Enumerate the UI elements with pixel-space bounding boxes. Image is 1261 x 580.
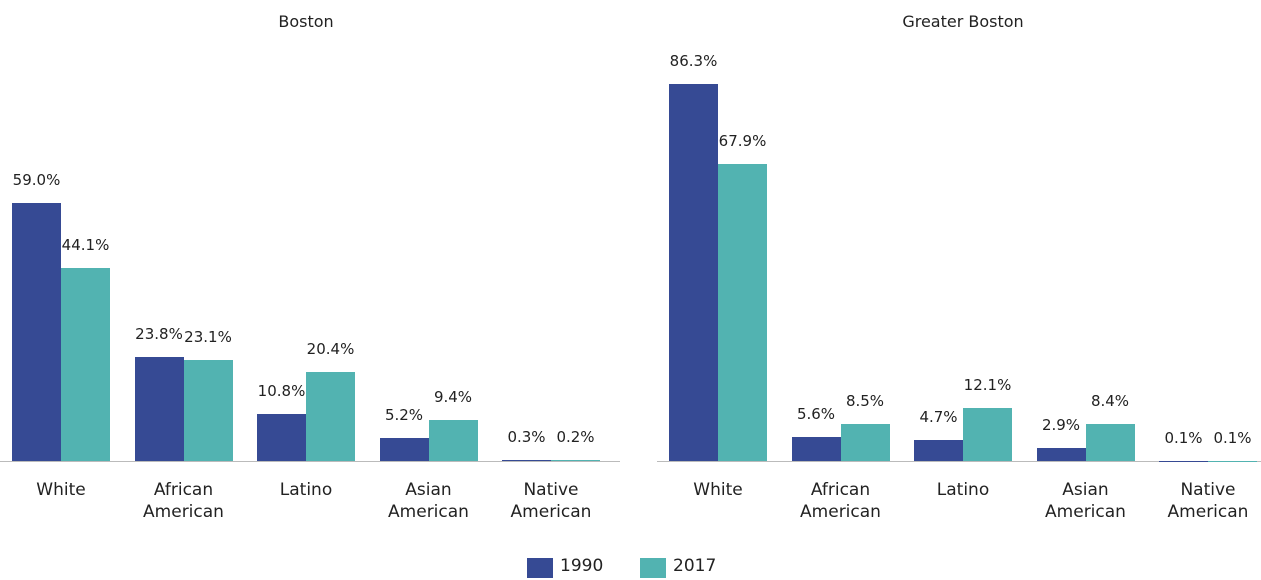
bar: [1036, 448, 1086, 461]
bar: [257, 413, 306, 461]
data-label: 20.4%: [306, 339, 355, 358]
data-label: 8.5%: [845, 391, 885, 410]
bar: [12, 203, 61, 461]
data-label: 5.6%: [796, 404, 836, 423]
bar: [183, 360, 233, 461]
bar: [963, 408, 1012, 461]
bar: [914, 440, 963, 461]
data-label: 8.4%: [1090, 392, 1130, 411]
chart-title: Greater Boston: [902, 12, 1024, 31]
baseline: [0, 461, 620, 462]
data-label: 23.1%: [184, 328, 232, 347]
data-label: 0.1%: [1213, 428, 1252, 447]
data-label: 0.3%: [507, 427, 546, 446]
x-tick-label: Latino: [936, 480, 990, 500]
legend-swatch: [527, 558, 553, 578]
bar: [61, 268, 110, 461]
x-tick-label: African American: [143, 480, 224, 522]
bar: [134, 356, 184, 461]
bar: [502, 459, 551, 461]
chart-title: Boston: [278, 12, 334, 31]
bar: [791, 436, 841, 461]
data-label: 23.8%: [135, 324, 183, 343]
data-label: 12.1%: [963, 376, 1012, 395]
bar: [306, 371, 355, 461]
bar: [840, 423, 890, 461]
bar: [379, 438, 429, 461]
x-tick-label: White: [693, 480, 743, 500]
x-tick-label: African American: [800, 480, 881, 522]
x-tick-label: Asian American: [1045, 480, 1126, 522]
bar: [551, 460, 600, 461]
bar: [669, 83, 718, 461]
data-label: 9.4%: [433, 387, 473, 406]
legend-label: 2017: [673, 556, 717, 576]
data-label: 44.1%: [61, 236, 110, 255]
bar: [428, 419, 478, 461]
x-tick-label: Latino: [279, 480, 333, 500]
data-label: 4.7%: [919, 408, 958, 427]
x-tick-label: Asian American: [388, 480, 469, 522]
legend-swatch: [640, 558, 666, 578]
data-label: 10.8%: [257, 381, 306, 400]
data-label: 2.9%: [1041, 416, 1081, 435]
x-tick-label: Native American: [1167, 480, 1249, 522]
x-tick-label: White: [36, 480, 86, 500]
x-tick-label: Native American: [510, 480, 592, 522]
baseline: [657, 461, 1261, 462]
data-label: 59.0%: [12, 171, 61, 190]
bar: [718, 164, 767, 461]
data-label: 86.3%: [669, 51, 718, 70]
data-label: 5.2%: [384, 406, 424, 425]
data-label: 0.2%: [556, 428, 595, 447]
data-label: 67.9%: [718, 132, 767, 151]
bar: [1085, 424, 1135, 461]
legend-label: 1990: [560, 556, 604, 576]
data-label: 0.1%: [1164, 428, 1203, 447]
